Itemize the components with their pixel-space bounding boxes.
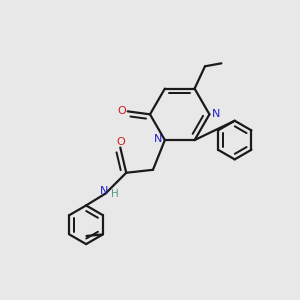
Text: H: H [111, 190, 119, 200]
Text: N: N [212, 109, 220, 119]
Text: O: O [116, 136, 125, 147]
Text: O: O [117, 106, 126, 116]
Text: N: N [154, 134, 163, 144]
Text: N: N [100, 186, 109, 196]
